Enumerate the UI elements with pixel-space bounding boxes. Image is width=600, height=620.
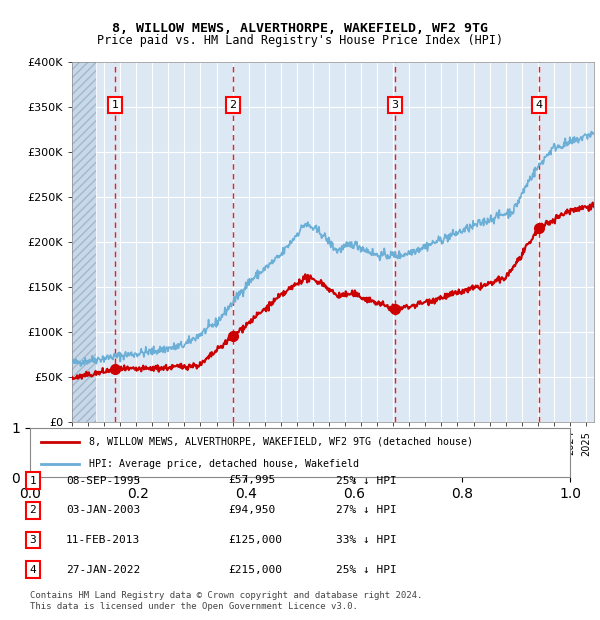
- Text: £57,995: £57,995: [228, 476, 275, 485]
- Text: 8, WILLOW MEWS, ALVERTHORPE, WAKEFIELD, WF2 9TG (detached house): 8, WILLOW MEWS, ALVERTHORPE, WAKEFIELD, …: [89, 436, 473, 446]
- Text: 08-SEP-1995: 08-SEP-1995: [66, 476, 140, 485]
- Text: 25% ↓ HPI: 25% ↓ HPI: [336, 476, 397, 485]
- Polygon shape: [72, 62, 96, 422]
- Text: 3: 3: [29, 535, 37, 545]
- Text: 27% ↓ HPI: 27% ↓ HPI: [336, 505, 397, 515]
- Text: 2: 2: [229, 100, 236, 110]
- Text: 8, WILLOW MEWS, ALVERTHORPE, WAKEFIELD, WF2 9TG: 8, WILLOW MEWS, ALVERTHORPE, WAKEFIELD, …: [112, 22, 488, 35]
- Text: 1: 1: [29, 476, 37, 485]
- Text: Contains HM Land Registry data © Crown copyright and database right 2024.
This d: Contains HM Land Registry data © Crown c…: [30, 591, 422, 611]
- Text: 03-JAN-2003: 03-JAN-2003: [66, 505, 140, 515]
- Text: £125,000: £125,000: [228, 535, 282, 545]
- Text: 2: 2: [29, 505, 37, 515]
- Text: 27-JAN-2022: 27-JAN-2022: [66, 565, 140, 575]
- Text: 1: 1: [112, 100, 119, 110]
- Text: £94,950: £94,950: [228, 505, 275, 515]
- Text: 4: 4: [535, 100, 542, 110]
- Text: 3: 3: [391, 100, 398, 110]
- Bar: [72, 62, 104, 422]
- Text: HPI: Average price, detached house, Wakefield: HPI: Average price, detached house, Wake…: [89, 459, 359, 469]
- Text: 33% ↓ HPI: 33% ↓ HPI: [336, 535, 397, 545]
- Text: Price paid vs. HM Land Registry's House Price Index (HPI): Price paid vs. HM Land Registry's House …: [97, 34, 503, 47]
- Text: 11-FEB-2013: 11-FEB-2013: [66, 535, 140, 545]
- Text: 4: 4: [29, 565, 37, 575]
- Text: £215,000: £215,000: [228, 565, 282, 575]
- Text: 25% ↓ HPI: 25% ↓ HPI: [336, 565, 397, 575]
